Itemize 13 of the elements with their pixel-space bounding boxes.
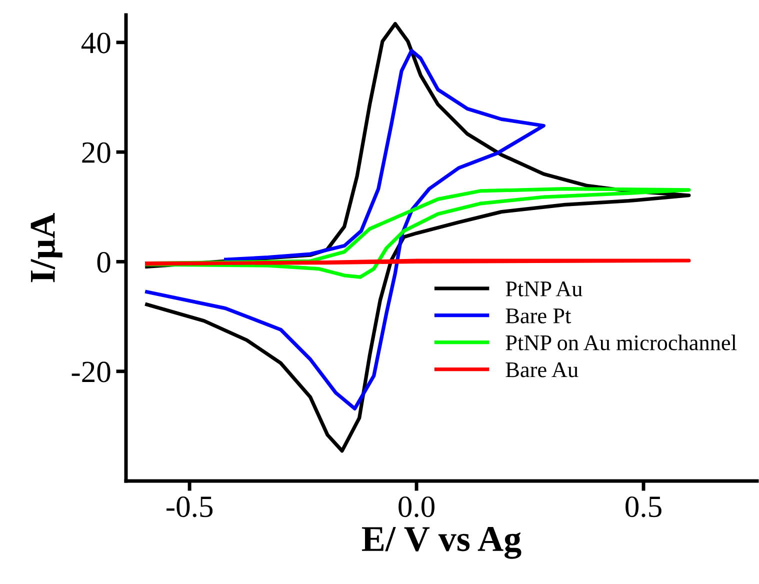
legend-label: PtNP Au	[506, 282, 582, 296]
x-tick-label: 0.0	[398, 496, 434, 518]
y-axis-title: I/μA	[30, 212, 62, 282]
y-tick-label: 20	[82, 142, 110, 163]
y-tick-label: 40	[81, 32, 110, 54]
y-tick-label: 0	[97, 252, 110, 273]
legend-label: PtNP on Au microchannel	[506, 334, 737, 350]
legend-label: Bare Au	[506, 362, 578, 378]
legend-label: Bare Pt	[506, 308, 572, 324]
x-tick-label: 0.5	[626, 496, 662, 518]
y-tick-label: -20	[72, 362, 110, 382]
x-tick-label: -0.5	[166, 496, 213, 518]
x-axis-title: E/ V vs Ag	[362, 527, 522, 559]
